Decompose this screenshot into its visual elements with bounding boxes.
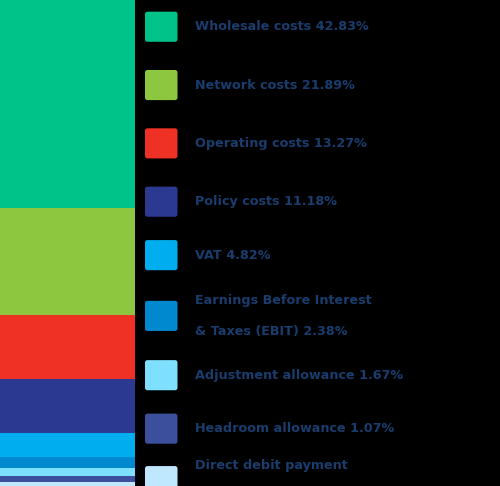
Text: Direct debit payment: Direct debit payment [195,459,348,472]
FancyBboxPatch shape [0,0,135,208]
FancyBboxPatch shape [0,314,135,379]
FancyBboxPatch shape [145,301,178,331]
FancyBboxPatch shape [145,466,178,486]
FancyBboxPatch shape [0,379,135,434]
Text: Policy costs 11.18%: Policy costs 11.18% [195,195,337,208]
FancyBboxPatch shape [0,457,135,469]
FancyBboxPatch shape [0,476,135,482]
FancyBboxPatch shape [0,482,135,486]
Text: Earnings Before Interest: Earnings Before Interest [195,294,372,307]
FancyBboxPatch shape [0,434,135,457]
Text: Wholesale costs 42.83%: Wholesale costs 42.83% [195,20,369,33]
Text: VAT 4.82%: VAT 4.82% [195,249,270,261]
FancyBboxPatch shape [145,240,178,270]
Text: Operating costs 13.27%: Operating costs 13.27% [195,137,367,150]
FancyBboxPatch shape [145,414,178,444]
Text: Headroom allowance 1.07%: Headroom allowance 1.07% [195,422,394,435]
FancyBboxPatch shape [145,12,178,42]
Text: Adjustment allowance 1.67%: Adjustment allowance 1.67% [195,369,403,382]
FancyBboxPatch shape [0,208,135,314]
Text: Network costs 21.89%: Network costs 21.89% [195,79,355,91]
Text: & Taxes (EBIT) 2.38%: & Taxes (EBIT) 2.38% [195,325,348,338]
FancyBboxPatch shape [145,70,178,100]
FancyBboxPatch shape [145,360,178,390]
FancyBboxPatch shape [145,128,178,158]
FancyBboxPatch shape [145,187,178,217]
FancyBboxPatch shape [0,469,135,476]
